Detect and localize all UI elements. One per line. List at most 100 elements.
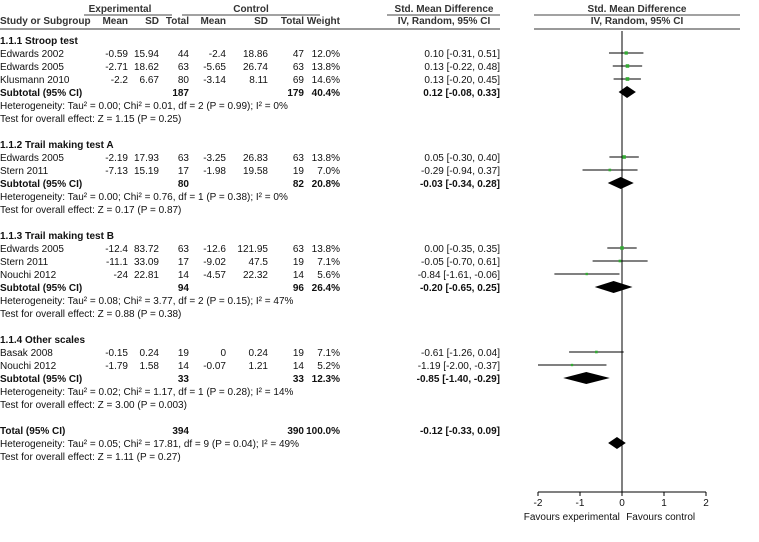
cell-m2: -3.25 (203, 153, 226, 164)
col-total-ctl: Total (281, 16, 304, 27)
study-marker (595, 350, 598, 354)
stats-note: Test for overall effect: Z = 0.88 (P = 0… (0, 309, 181, 320)
study-name: Edwards 2005 (0, 153, 64, 164)
cell-n1: 17 (178, 257, 190, 268)
cell-n2: 19 (293, 348, 305, 359)
study-marker (625, 64, 630, 68)
cell-w: 13.8% (312, 244, 340, 255)
subtotal-n1: 80 (178, 179, 190, 190)
cell-sd2: 18.86 (243, 49, 268, 60)
x-tick-label: 2 (703, 498, 709, 509)
stats-note: Heterogeneity: Tau² = 0.00; Chi² = 0.01,… (0, 101, 288, 112)
cell-ci: -0.05 [-0.70, 0.61] (421, 257, 500, 268)
table-header: Experimental Control Std. Mean Differenc… (0, 4, 740, 30)
cell-ci: -0.84 [-1.61, -0.06] (418, 270, 500, 281)
stats-note: Heterogeneity: Tau² = 0.05; Chi² = 17.81… (0, 439, 299, 450)
subtotal-n2: 179 (287, 88, 304, 99)
study-marker (608, 168, 612, 172)
subtotal-label: Subtotal (95% CI) (0, 88, 82, 99)
subtotal-w: 12.3% (312, 374, 340, 385)
summary-diamond (594, 281, 633, 293)
stats-note: Test for overall effect: Z = 3.00 (P = 0… (0, 400, 187, 411)
subtotal-label: Subtotal (95% CI) (0, 179, 82, 190)
cell-w: 13.8% (312, 62, 340, 73)
cell-sd1: 15.19 (134, 166, 159, 177)
cell-m1: -11.1 (106, 257, 128, 268)
subtotal-label: Total (95% CI) (0, 426, 65, 437)
subtotal-n1: 33 (178, 374, 190, 385)
summary-diamond (618, 86, 636, 98)
cell-m2: -4.57 (203, 270, 226, 281)
cell-w: 7.0% (317, 166, 340, 177)
subtotal-n2: 390 (287, 426, 304, 437)
stats-note: Heterogeneity: Tau² = 0.02; Chi² = 1.17,… (0, 387, 294, 398)
cell-n2: 19 (293, 257, 305, 268)
subtotal-w: 100.0% (306, 426, 340, 437)
cell-sd2: 22.32 (243, 270, 268, 281)
study-marker (620, 246, 624, 250)
x-tick-label: 1 (661, 498, 667, 509)
table-body: 1.1.1 Stroop test Edwards 2002 -0.59 15.94 4… (0, 36, 500, 463)
study-name: Basak 2008 (0, 348, 53, 359)
plot-title: Std. Mean Difference (588, 4, 687, 15)
cell-n1: 63 (178, 244, 190, 255)
smd-header: Std. Mean Difference (395, 4, 494, 15)
subtotal-ci: -0.03 [-0.34, 0.28] (420, 179, 500, 190)
subtotal-n1: 394 (172, 426, 189, 437)
subtotal-ci: 0.12 [-0.08, 0.33] (423, 88, 500, 99)
study-name: Stern 2011 (0, 257, 49, 268)
cell-n2: 63 (293, 244, 305, 255)
cell-m1: -2.71 (105, 62, 128, 73)
experimental-header: Experimental (89, 4, 152, 15)
cell-m2: -3.14 (203, 75, 226, 86)
cell-sd1: 15.94 (134, 49, 159, 60)
cell-sd1: 83.72 (134, 244, 159, 255)
cell-sd1: 22.81 (134, 270, 159, 281)
cell-w: 13.8% (312, 153, 340, 164)
subtotal-w: 40.4% (312, 88, 340, 99)
cell-w: 12.0% (312, 49, 340, 60)
cell-m1: -12.4 (105, 244, 128, 255)
subtotal-n1: 94 (178, 283, 190, 294)
control-header: Control (233, 4, 269, 15)
summary-diamond (563, 372, 610, 384)
cell-n2: 14 (293, 361, 305, 372)
study-name: Stern 2011 (0, 166, 49, 177)
study-marker (624, 51, 628, 55)
subtotal-label: Subtotal (95% CI) (0, 283, 82, 294)
col-study: Study or Subgroup (0, 16, 91, 27)
cell-n2: 19 (293, 166, 305, 177)
subtotal-ci: -0.12 [-0.33, 0.09] (420, 426, 500, 437)
cell-n2: 47 (293, 49, 305, 60)
subgroup-heading: 1.1.1 Stroop test (0, 36, 78, 47)
col-mean-ctl: Mean (200, 16, 226, 27)
cell-sd2: 0.24 (249, 348, 269, 359)
study-marker (570, 363, 574, 367)
study-marker (622, 155, 626, 159)
cell-ci: -0.29 [-0.94, 0.37] (421, 166, 500, 177)
cell-m2: -1.98 (203, 166, 226, 177)
cell-ci: -1.19 [-2.00, -0.37] (418, 361, 500, 372)
cell-sd1: 6.67 (140, 75, 160, 86)
cell-m1: -0.15 (105, 348, 128, 359)
cell-m2: -2.4 (209, 49, 227, 60)
study-name: Edwards 2002 (0, 49, 64, 60)
cell-n1: 14 (178, 270, 190, 281)
cell-n1: 14 (178, 361, 190, 372)
cell-sd2: 121.95 (237, 244, 268, 255)
cell-n1: 19 (178, 348, 190, 359)
cell-sd2: 26.83 (243, 153, 268, 164)
study-name: Edwards 2005 (0, 62, 64, 73)
cell-sd1: 1.58 (140, 361, 160, 372)
cell-n1: 80 (178, 75, 190, 86)
subgroup-heading: 1.1.3 Trail making test B (0, 231, 114, 242)
cell-ci: -0.61 [-1.26, 0.04] (421, 348, 500, 359)
col-sd-ctl: SD (254, 16, 268, 27)
subtotal-n1: 187 (172, 88, 189, 99)
cell-sd1: 17.93 (134, 153, 159, 164)
col-sd-exp: SD (145, 16, 159, 27)
summary-diamond (608, 437, 626, 449)
cell-n2: 14 (293, 270, 305, 281)
cell-ci: 0.00 [-0.35, 0.35] (424, 244, 500, 255)
